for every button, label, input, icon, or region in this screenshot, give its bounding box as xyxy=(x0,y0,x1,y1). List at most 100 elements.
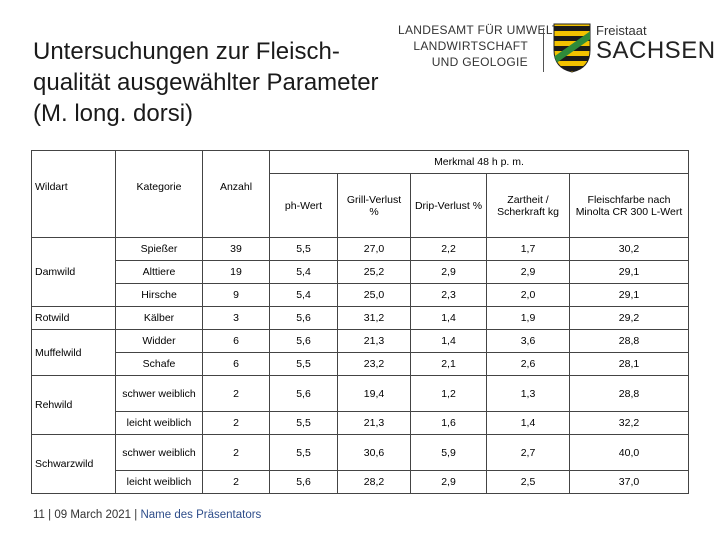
drip-cell: 1,2 xyxy=(410,375,487,412)
farbe-cell: 28,8 xyxy=(569,375,689,412)
anzahl-cell: 2 xyxy=(202,375,270,412)
farbe-cell: 40,0 xyxy=(569,434,689,471)
anzahl-cell: 2 xyxy=(202,470,270,494)
presenter-name: Name des Präsentators xyxy=(140,509,262,521)
ph-cell: 5,4 xyxy=(269,283,338,307)
drip-cell: 1,4 xyxy=(410,306,487,330)
agency-line-2: LANDWIRTSCHAFT xyxy=(413,39,528,53)
kategorie-cell: Widder xyxy=(115,329,203,353)
sachsen-label: SACHSEN xyxy=(596,37,716,64)
header-drip-verlust: Drip-Verlust % xyxy=(410,173,487,238)
zartheit-cell: 1,4 xyxy=(486,411,570,435)
farbe-cell: 30,2 xyxy=(569,237,689,261)
zartheit-cell: 2,9 xyxy=(486,260,570,284)
anzahl-cell: 19 xyxy=(202,260,270,284)
zartheit-cell: 1,9 xyxy=(486,306,570,330)
saxony-coat-of-arms-icon xyxy=(553,23,591,73)
zartheit-cell: 2,5 xyxy=(486,470,570,494)
wildart-cell: Muffelwild xyxy=(31,329,116,376)
table-row: leicht weiblich 2 5,6 28,2 2,9 2,5 37,0 xyxy=(32,470,689,494)
header-fleischfarbe: Fleischfarbe nach Minolta CR 300 L-Wert xyxy=(569,173,689,238)
table-row: leicht weiblich 2 5,5 21,3 1,6 1,4 32,2 xyxy=(32,411,689,435)
slide-title: Untersuchungen zur Fleisch- qualität aus… xyxy=(33,36,413,129)
ph-cell: 5,6 xyxy=(269,375,338,412)
zartheit-cell: 1,7 xyxy=(486,237,570,261)
wildart-cell: Rehwild xyxy=(31,375,116,435)
table-row: Muffelwild Widder 6 5,6 21,3 1,4 3,6 28,… xyxy=(31,329,689,376)
farbe-cell: 29,2 xyxy=(569,306,689,330)
grill-cell: 28,2 xyxy=(337,470,411,494)
grill-cell: 31,2 xyxy=(337,306,411,330)
grill-cell: 25,0 xyxy=(337,283,411,307)
drip-cell: 1,4 xyxy=(410,329,487,353)
slide-footer: 11 | 09 March 2021 | Name des Präsentato… xyxy=(33,509,261,521)
wildart-cell: Schwarzwild xyxy=(31,434,116,494)
table-row: Hirsche 9 5,4 25,0 2,3 2,0 29,1 xyxy=(32,283,689,307)
kategorie-cell: leicht weiblich xyxy=(115,411,203,435)
saxony-logo-text: Freistaat SACHSEN xyxy=(596,24,716,64)
ph-cell: 5,5 xyxy=(269,237,338,261)
drip-cell: 5,9 xyxy=(410,434,487,471)
drip-cell: 2,1 xyxy=(410,352,487,376)
header-anzahl: Anzahl xyxy=(202,150,270,238)
farbe-cell: 28,8 xyxy=(569,329,689,353)
kategorie-cell: schwer weiblich xyxy=(115,375,203,412)
ph-cell: 5,5 xyxy=(269,411,338,435)
table-row: Alttiere 19 5,4 25,2 2,9 2,9 29,1 xyxy=(32,260,689,284)
table-row: Schafe 6 5,5 23,2 2,1 2,6 28,1 xyxy=(32,352,689,376)
agency-line-3: UND GEOLOGIE xyxy=(431,55,528,69)
zartheit-cell: 2,6 xyxy=(486,352,570,376)
ph-cell: 5,4 xyxy=(269,260,338,284)
slide-title-line-1: Untersuchungen zur Fleisch- xyxy=(33,38,340,65)
drip-cell: 2,9 xyxy=(410,260,487,284)
ph-cell: 5,6 xyxy=(269,306,338,330)
table-row: Damwild Spießer 39 5,5 27,0 2,2 1,7 30,2 xyxy=(31,237,689,307)
freistaat-label: Freistaat xyxy=(596,23,647,38)
footer-separator: | xyxy=(48,509,52,521)
meat-quality-table: Wildart Kategorie Anzahl Merkmal 48 h p.… xyxy=(31,150,689,494)
ph-cell: 5,6 xyxy=(269,329,338,353)
anzahl-cell: 2 xyxy=(202,411,270,435)
drip-cell: 2,3 xyxy=(410,283,487,307)
zartheit-cell: 3,6 xyxy=(486,329,570,353)
page-number: 11 xyxy=(33,509,45,521)
anzahl-cell: 3 xyxy=(202,306,270,330)
farbe-cell: 28,1 xyxy=(569,352,689,376)
ph-cell: 5,5 xyxy=(269,352,338,376)
header-grill-verlust: Grill-Verlust % xyxy=(337,173,411,238)
farbe-cell: 37,0 xyxy=(569,470,689,494)
wildart-cell: Damwild xyxy=(31,237,116,307)
drip-cell: 1,6 xyxy=(410,411,487,435)
footer-separator: | xyxy=(134,509,138,521)
farbe-cell: 32,2 xyxy=(569,411,689,435)
slide-title-line-2: qualität ausgewählter Parameter xyxy=(33,69,379,96)
agency-line-1: LANDESAMT FÜR UMWELT xyxy=(398,23,560,37)
anzahl-cell: 6 xyxy=(202,329,270,353)
zartheit-cell: 2,0 xyxy=(486,283,570,307)
grill-cell: 21,3 xyxy=(337,329,411,353)
table-row: Rehwild schwer weiblich 2 5,6 19,4 1,2 1… xyxy=(31,375,689,435)
farbe-cell: 29,1 xyxy=(569,283,689,307)
kategorie-cell: Schafe xyxy=(115,352,203,376)
grill-cell: 27,0 xyxy=(337,237,411,261)
grill-cell: 23,2 xyxy=(337,352,411,376)
grill-cell: 21,3 xyxy=(337,411,411,435)
header-wildart: Wildart xyxy=(31,150,116,238)
drip-cell: 2,2 xyxy=(410,237,487,261)
slide-title-line-3: (M. long. dorsi) xyxy=(33,100,194,127)
kategorie-cell: Spießer xyxy=(115,237,203,261)
wildart-cell: Rotwild xyxy=(31,306,116,330)
grill-cell: 30,6 xyxy=(337,434,411,471)
table-row: Rotwild Kälber 3 5,6 31,2 1,4 1,9 29,2 xyxy=(31,306,689,330)
table-row: Schwarzwild schwer weiblich 2 5,5 30,6 5… xyxy=(31,434,689,494)
farbe-cell: 29,1 xyxy=(569,260,689,284)
kategorie-cell: Kälber xyxy=(115,306,203,330)
grill-cell: 19,4 xyxy=(337,375,411,412)
header-ph: ph-Wert xyxy=(269,173,338,238)
anzahl-cell: 9 xyxy=(202,283,270,307)
anzahl-cell: 6 xyxy=(202,352,270,376)
header-merkmal-group: Merkmal 48 h p. m. xyxy=(269,150,689,174)
footer-date: 09 March 2021 xyxy=(54,509,132,521)
logo-divider xyxy=(543,28,544,72)
anzahl-cell: 39 xyxy=(202,237,270,261)
